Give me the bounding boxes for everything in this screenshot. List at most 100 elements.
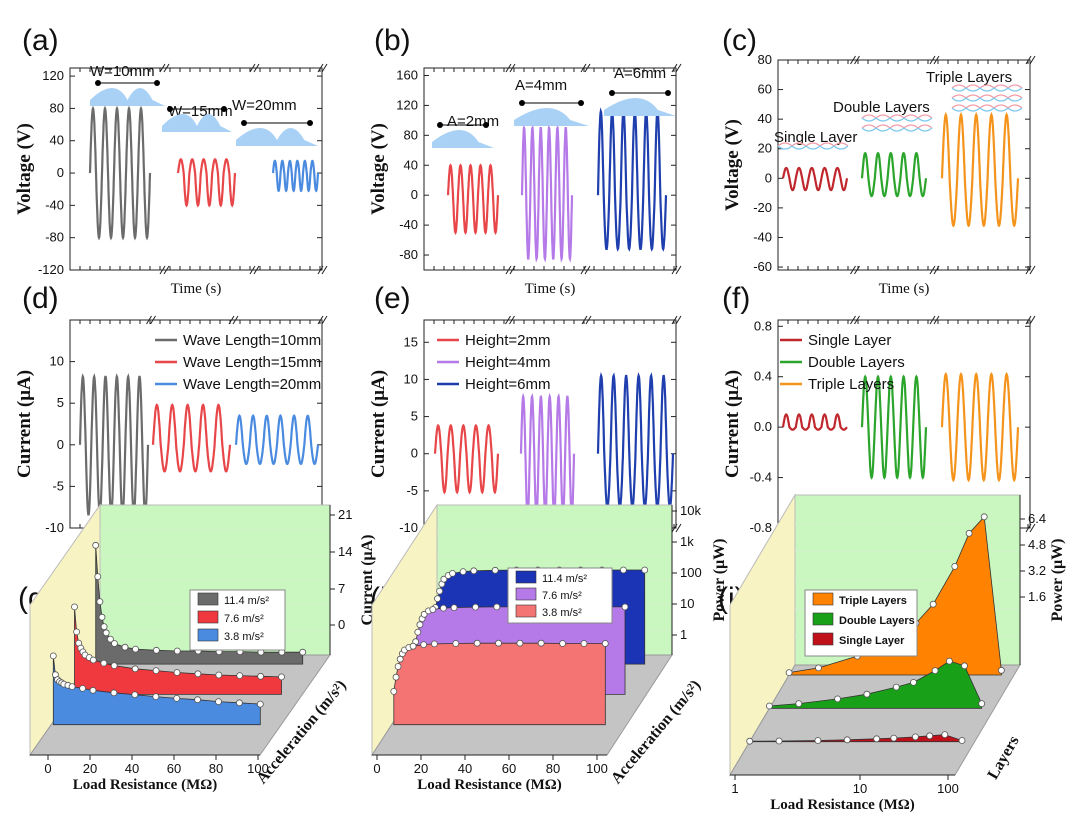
plot-frame: [423, 67, 677, 271]
waveform-w-10mm: [88, 105, 152, 241]
legend-swatch: [812, 612, 834, 626]
data-point: [396, 655, 404, 663]
legend-label: Height=4mm: [465, 354, 550, 371]
axis-break: [581, 315, 588, 325]
data-point: [73, 628, 80, 636]
x-tick-label: 20: [414, 761, 428, 776]
data-point: [420, 641, 428, 648]
axis-break: [854, 55, 860, 65]
axis-break: [929, 315, 936, 325]
data-point: [394, 663, 402, 670]
legend-label: Height=2mm: [465, 332, 550, 349]
x-axis-label: Time (s): [879, 281, 930, 297]
y-tick-label: 10k: [680, 503, 701, 518]
data-point: [194, 670, 202, 678]
layer-cartoon: [777, 142, 849, 147]
data-point: [785, 669, 793, 676]
data-point: [910, 679, 917, 686]
axis-break: [232, 315, 239, 325]
axis-break: [146, 315, 152, 325]
data-point: [194, 696, 202, 704]
y-tick-label: 80: [404, 127, 418, 142]
y-tick-label: 100: [680, 565, 702, 580]
axis-break: [854, 315, 860, 325]
legend-label: Wave Length=20mm: [183, 376, 321, 393]
dimension-marker: [307, 120, 313, 126]
dimension-marker: [665, 90, 671, 96]
data-point: [414, 628, 422, 636]
plot-frame: [777, 59, 1031, 271]
legend-label: Triple Layers: [839, 595, 907, 607]
legend-swatch: [515, 587, 537, 601]
wave-cartoon-shape: [236, 128, 318, 146]
data-point: [621, 603, 629, 611]
x-axis-label: Load Resistance (MΩ): [770, 797, 915, 813]
data-point: [473, 639, 481, 647]
data-point: [459, 568, 467, 575]
data-point: [98, 613, 106, 621]
data-point: [110, 689, 118, 697]
data-point: [965, 529, 973, 537]
data-point: [449, 570, 456, 577]
waveform-height-4mm: [519, 392, 576, 521]
data-point: [951, 563, 959, 570]
y-tick-label: 10: [50, 354, 64, 369]
x-tick-label: 0: [44, 761, 51, 776]
data-point: [495, 639, 502, 647]
data-point: [892, 683, 900, 691]
data-point: [472, 603, 479, 611]
data-point: [795, 700, 803, 707]
layer-cartoon: [951, 84, 1023, 89]
area-3-8-m-s-: [393, 642, 606, 726]
data-point: [131, 691, 139, 699]
panel-label: (d): [22, 282, 59, 315]
x-axis-label: Load Resistance (MΩ): [73, 777, 218, 793]
x-tick-label: 80: [209, 761, 223, 776]
data-point: [815, 664, 822, 672]
axis-break: [321, 315, 328, 325]
axis-break: [509, 315, 515, 325]
data-point: [814, 737, 822, 744]
axis-break: [933, 315, 940, 325]
data-point: [96, 598, 104, 605]
y-tick-label: 0: [338, 617, 345, 632]
x-tick-label: 60: [167, 761, 181, 776]
data-point: [434, 595, 441, 602]
data-point: [926, 732, 934, 740]
layer-cartoon: [861, 124, 933, 129]
panel-label: (e): [374, 282, 411, 315]
axis-break: [1025, 55, 1032, 65]
y-tick-label: -40: [399, 217, 418, 232]
y-tick-label: -10: [45, 520, 64, 535]
waveform-w-20mm: [271, 159, 320, 193]
x-tick-label: 10: [853, 781, 867, 796]
layer-cartoon: [951, 104, 1023, 109]
data-point: [215, 671, 223, 679]
y-tick-label: 0: [765, 170, 772, 185]
x-axis-label: Time (s): [525, 281, 576, 297]
y-axis-label: Power (μW): [711, 539, 728, 622]
axis-break: [1029, 523, 1036, 533]
wave-cartoon-shape: [162, 114, 232, 132]
data-point: [429, 606, 437, 613]
y-tick-label: 14: [338, 544, 352, 559]
waveform-a-4mm: [520, 124, 574, 263]
y-tick-label: 0: [411, 446, 418, 461]
y-tick-label: 0: [411, 187, 418, 202]
y-tick-label: 160: [396, 67, 418, 82]
dimension-marker: [483, 122, 489, 128]
data-point: [873, 735, 880, 743]
dimension-marker: [241, 120, 247, 126]
data-point: [912, 733, 919, 741]
y-tick-label: 0.8: [754, 318, 772, 333]
legend-label: 11.4 m/s²: [542, 573, 587, 585]
waveform-height-2mm: [433, 423, 500, 495]
y-tick-label: 10: [680, 596, 694, 611]
inset-annotation: Triple Layers: [926, 69, 1012, 86]
y-tick-label: 6.4: [1028, 511, 1046, 526]
waveform-w-15mm: [176, 158, 237, 208]
panel-label: (a): [22, 24, 59, 57]
